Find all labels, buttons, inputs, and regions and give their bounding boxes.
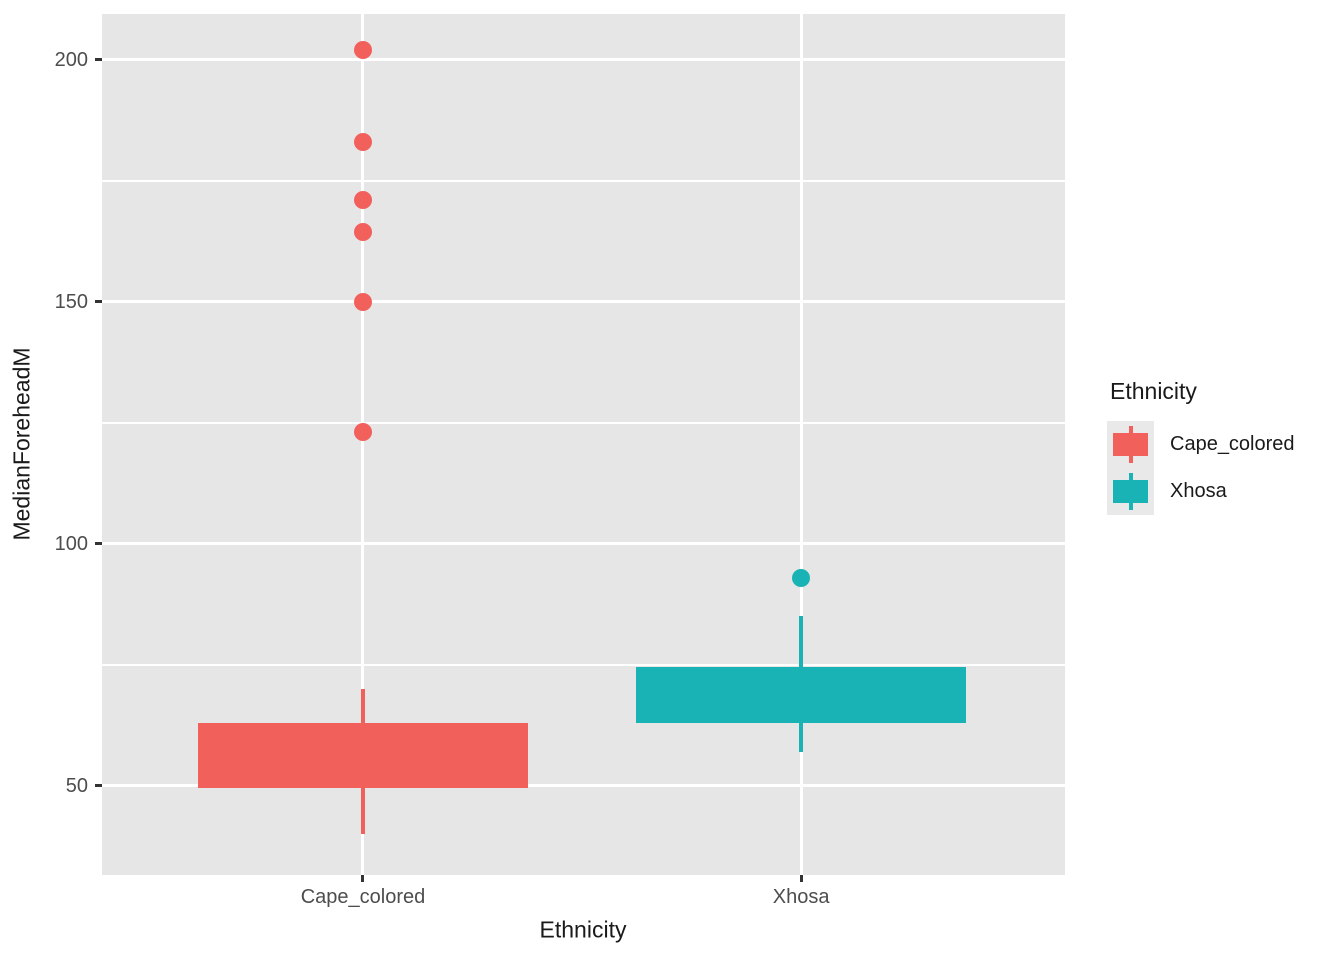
legend-label-cape-colored: Cape_colored xyxy=(1170,433,1295,455)
y-tick-label: 200 xyxy=(54,48,88,71)
y-axis-title: MedianForeheadM xyxy=(8,347,35,541)
outlier-point xyxy=(353,133,372,152)
boxplot-box-glyph-icon xyxy=(1113,433,1148,456)
gridline-minor xyxy=(102,663,1065,666)
legend: Ethnicity Cape_colored Xhosa xyxy=(1107,378,1295,515)
y-tick-mark xyxy=(95,784,102,787)
legend-item-cape-colored: Cape_colored xyxy=(1107,421,1295,468)
gridline-vertical xyxy=(799,14,803,875)
outlier-point xyxy=(353,191,372,210)
gridline-major xyxy=(102,784,1065,787)
y-tick-label: 50 xyxy=(65,774,88,797)
legend-item-xhosa: Xhosa xyxy=(1107,468,1295,515)
outlier-point xyxy=(353,423,372,442)
x-tick-label: Cape_colored xyxy=(300,886,426,908)
gridline-minor xyxy=(102,179,1065,182)
legend-key-xhosa xyxy=(1107,468,1154,515)
gridline-major xyxy=(102,58,1065,62)
y-tick-label: 100 xyxy=(54,532,88,555)
boxplot-box-glyph-icon xyxy=(1113,480,1148,503)
legend-title: Ethnicity xyxy=(1110,378,1197,404)
x-tick-mark xyxy=(799,875,803,882)
y-tick-mark xyxy=(95,542,102,546)
x-tick-label: Xhosa xyxy=(772,886,830,908)
legend-key-cape-colored xyxy=(1107,421,1154,468)
box-Cape_colored xyxy=(197,722,528,788)
gridline-major xyxy=(102,542,1065,546)
gridline-minor xyxy=(102,421,1065,424)
legend-label-xhosa: Xhosa xyxy=(1170,480,1227,502)
outlier-point xyxy=(353,222,372,241)
outlier-point xyxy=(792,568,811,587)
x-tick-mark xyxy=(361,875,365,882)
gridline-vertical xyxy=(361,14,365,875)
y-tick-mark xyxy=(95,300,102,304)
outlier-point xyxy=(353,41,372,60)
x-axis-title: Ethnicity xyxy=(539,916,627,943)
y-tick-mark xyxy=(95,58,102,62)
outlier-point xyxy=(353,292,372,311)
y-tick-label: 150 xyxy=(54,290,88,313)
gridline-major xyxy=(102,300,1065,304)
box-Xhosa xyxy=(636,667,967,723)
